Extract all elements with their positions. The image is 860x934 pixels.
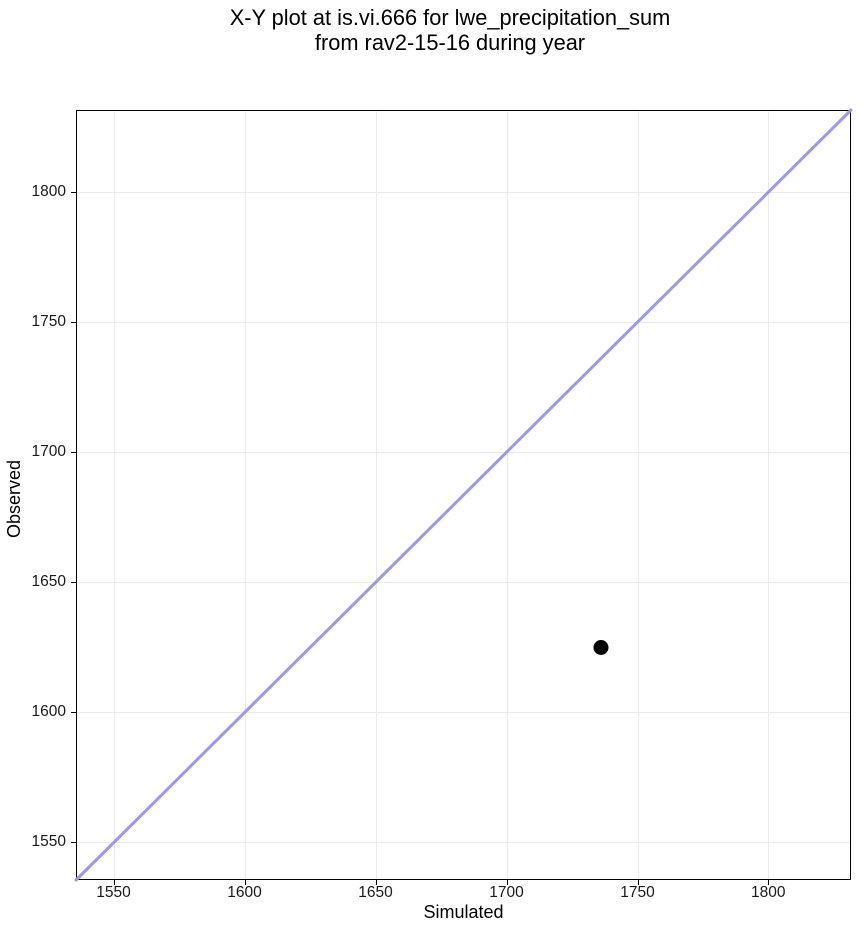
svg-text:Observed: Observed [4, 460, 24, 538]
